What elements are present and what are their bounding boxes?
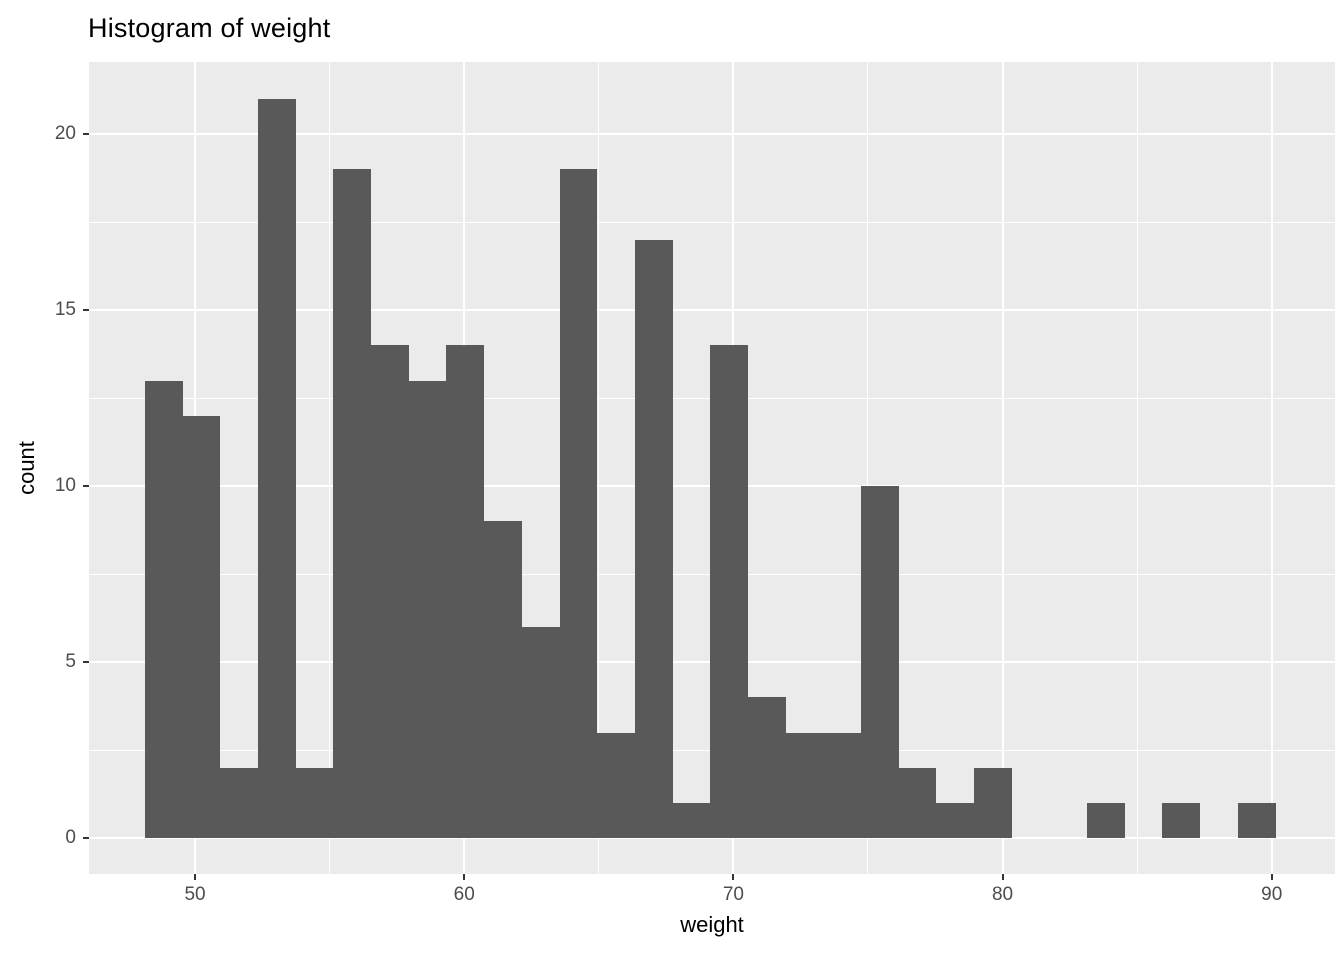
gridline-major-y xyxy=(89,837,1335,840)
y-tick-label: 15 xyxy=(54,299,76,321)
gridline-minor-x xyxy=(867,62,869,874)
x-tick-label: 80 xyxy=(991,884,1014,905)
histogram-bar xyxy=(522,627,560,838)
gridline-minor-x xyxy=(598,62,600,874)
histogram-bar xyxy=(710,345,748,838)
histogram-bar xyxy=(635,240,673,838)
x-tick-mark xyxy=(463,874,466,880)
y-tick-label: 10 xyxy=(54,475,76,497)
gridline-minor-y xyxy=(89,221,1335,223)
histogram-bar xyxy=(597,733,635,838)
gridline-minor-x xyxy=(1136,62,1138,874)
histogram-bar xyxy=(899,768,936,838)
x-tick-mark xyxy=(194,874,197,880)
y-tick-mark xyxy=(83,133,89,136)
x-tick-label: 60 xyxy=(453,884,475,905)
histogram-bar xyxy=(220,768,258,838)
histogram-bar xyxy=(296,768,333,838)
y-axis-title: count xyxy=(14,441,39,495)
histogram-bar xyxy=(560,169,597,838)
histogram-bar xyxy=(936,803,974,838)
histogram-bar xyxy=(409,381,446,838)
histogram-bar xyxy=(673,803,710,838)
histogram-bar xyxy=(1238,803,1276,838)
histogram-bar xyxy=(183,416,220,838)
gridline-major-x xyxy=(1001,62,1004,874)
histogram-bar xyxy=(1087,803,1125,838)
histogram-bar xyxy=(823,733,861,838)
x-tick-mark xyxy=(732,874,735,880)
chart-panel xyxy=(89,62,1335,874)
histogram-bar xyxy=(446,345,484,838)
histogram-bar xyxy=(258,99,296,838)
y-tick-mark xyxy=(83,837,89,840)
histogram-bar xyxy=(974,768,1012,838)
histogram-bar xyxy=(748,697,786,838)
y-tick-mark xyxy=(83,661,89,664)
x-tick-label: 90 xyxy=(1261,884,1283,905)
histogram-bar xyxy=(861,486,899,838)
y-tick-label: 20 xyxy=(54,123,76,145)
y-tick-mark xyxy=(83,309,89,312)
histogram-bar xyxy=(145,381,183,838)
histogram-bar xyxy=(786,733,823,838)
y-tick-label: 0 xyxy=(65,827,76,849)
y-tick-mark xyxy=(83,485,89,488)
gridline-major-y xyxy=(89,133,1335,136)
x-tick-mark xyxy=(1270,874,1273,880)
x-axis-title: weight xyxy=(680,912,744,937)
gridline-major-y xyxy=(89,309,1335,312)
page-title: Histogram of weight xyxy=(88,13,331,43)
x-tick-label: 50 xyxy=(184,884,206,905)
x-tick-mark xyxy=(1001,874,1004,880)
y-tick-label: 5 xyxy=(65,651,76,673)
gridline-minor-x xyxy=(329,62,331,874)
histogram-bar xyxy=(333,169,371,838)
histogram-bar xyxy=(484,521,522,838)
x-tick-label: 70 xyxy=(722,884,744,905)
histogram-bar xyxy=(371,345,409,838)
histogram-bar xyxy=(1162,803,1200,838)
gridline-major-x xyxy=(1270,62,1273,874)
